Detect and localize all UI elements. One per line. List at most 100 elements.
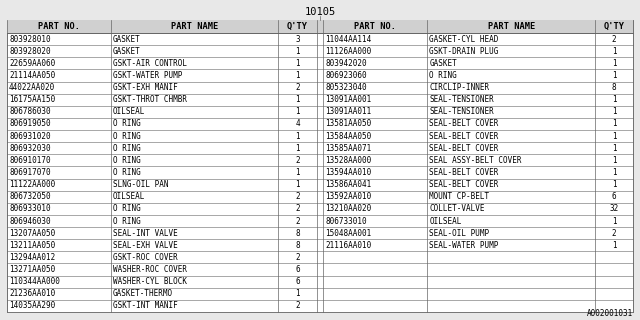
Text: PART NAME: PART NAME	[171, 22, 218, 31]
Text: PART NO.: PART NO.	[38, 22, 80, 31]
Text: 1: 1	[295, 144, 300, 153]
Text: 14035AA290: 14035AA290	[9, 301, 55, 310]
Text: O RING: O RING	[113, 204, 141, 213]
Text: 2: 2	[295, 301, 300, 310]
Text: 1: 1	[612, 71, 616, 80]
Text: PART NAME: PART NAME	[488, 22, 535, 31]
Text: SEAL-TENSIONER: SEAL-TENSIONER	[429, 107, 494, 116]
Text: 806923060: 806923060	[326, 71, 367, 80]
Text: 806733010: 806733010	[326, 217, 367, 226]
Text: 13594AA010: 13594AA010	[326, 168, 372, 177]
Text: O RING: O RING	[113, 132, 141, 140]
Text: 1: 1	[612, 168, 616, 177]
Text: GSKT-INT MANIF: GSKT-INT MANIF	[113, 301, 178, 310]
Text: 13091AA001: 13091AA001	[326, 95, 372, 104]
Text: OILSEAL: OILSEAL	[113, 192, 145, 201]
Text: OILSEAL: OILSEAL	[113, 107, 145, 116]
Text: 806732050: 806732050	[9, 192, 51, 201]
Text: PART NO.: PART NO.	[355, 22, 396, 31]
Text: 11126AA000: 11126AA000	[326, 47, 372, 56]
Text: 22659AA060: 22659AA060	[9, 59, 55, 68]
Text: O RING: O RING	[429, 71, 457, 80]
Text: 11044AA114: 11044AA114	[326, 35, 372, 44]
Text: SEAL-EXH VALVE: SEAL-EXH VALVE	[113, 241, 178, 250]
Text: 1: 1	[295, 95, 300, 104]
Text: 1: 1	[612, 241, 616, 250]
Text: 13091AA011: 13091AA011	[326, 107, 372, 116]
Text: 806932030: 806932030	[9, 144, 51, 153]
Text: CIRCLIP-INNER: CIRCLIP-INNER	[429, 83, 490, 92]
Text: O RING: O RING	[113, 217, 141, 226]
Text: 806910170: 806910170	[9, 156, 51, 165]
Text: 13584AA050: 13584AA050	[326, 132, 372, 140]
Text: 805323040: 805323040	[326, 83, 367, 92]
Text: O RING: O RING	[113, 119, 141, 128]
Text: 11122AA000: 11122AA000	[9, 180, 55, 189]
Text: Q'TY: Q'TY	[287, 22, 308, 31]
Text: 1: 1	[612, 144, 616, 153]
Bar	[7, 20, 633, 33]
Text: GASKET-CYL HEAD: GASKET-CYL HEAD	[429, 35, 499, 44]
Text: GASKET: GASKET	[429, 59, 457, 68]
Text: 2: 2	[295, 217, 300, 226]
Text: SEAL-OIL PUMP: SEAL-OIL PUMP	[429, 229, 490, 238]
Text: GASKET: GASKET	[113, 35, 141, 44]
Text: A002001031: A002001031	[587, 309, 633, 318]
Text: 13528AA000: 13528AA000	[326, 156, 372, 165]
Text: GSKT-WATER PUMP: GSKT-WATER PUMP	[113, 71, 182, 80]
Text: 32: 32	[609, 204, 619, 213]
Text: 1: 1	[295, 168, 300, 177]
Text: OILSEAL: OILSEAL	[429, 217, 462, 226]
Text: GSKT-ROC COVER: GSKT-ROC COVER	[113, 253, 178, 262]
Text: 2: 2	[612, 35, 616, 44]
Text: SEAL-INT VALVE: SEAL-INT VALVE	[113, 229, 178, 238]
Text: 110344AA000: 110344AA000	[9, 277, 60, 286]
Text: 2: 2	[295, 156, 300, 165]
Text: 1: 1	[295, 180, 300, 189]
Text: 2: 2	[295, 253, 300, 262]
Text: 1: 1	[612, 119, 616, 128]
Text: GSKT-DRAIN PLUG: GSKT-DRAIN PLUG	[429, 47, 499, 56]
Text: WASHER-ROC COVER: WASHER-ROC COVER	[113, 265, 187, 274]
Text: SEAL-BELT COVER: SEAL-BELT COVER	[429, 119, 499, 128]
Text: SEAL-BELT COVER: SEAL-BELT COVER	[429, 180, 499, 189]
Text: 1: 1	[612, 217, 616, 226]
Text: Q'TY: Q'TY	[604, 22, 625, 31]
Text: 1: 1	[295, 289, 300, 298]
Text: 806933010: 806933010	[9, 204, 51, 213]
Text: 6: 6	[295, 265, 300, 274]
Text: WASHER-CYL BLOCK: WASHER-CYL BLOCK	[113, 277, 187, 286]
Text: SLNG-OIL PAN: SLNG-OIL PAN	[113, 180, 168, 189]
Text: 806786030: 806786030	[9, 107, 51, 116]
Text: 803928020: 803928020	[9, 47, 51, 56]
Text: SEAL-BELT COVER: SEAL-BELT COVER	[429, 168, 499, 177]
Text: 13294AA012: 13294AA012	[9, 253, 55, 262]
Text: O RING: O RING	[113, 168, 141, 177]
Text: 4: 4	[295, 119, 300, 128]
Text: 1: 1	[295, 71, 300, 80]
Text: 806917070: 806917070	[9, 168, 51, 177]
Text: 1: 1	[295, 107, 300, 116]
Text: 8: 8	[295, 229, 300, 238]
Text: GASKET-THERMO: GASKET-THERMO	[113, 289, 173, 298]
Text: 13207AA050: 13207AA050	[9, 229, 55, 238]
Text: 803942020: 803942020	[326, 59, 367, 68]
Text: 3: 3	[295, 35, 300, 44]
Text: SEAL ASSY-BELT COVER: SEAL ASSY-BELT COVER	[429, 156, 522, 165]
Text: 2: 2	[295, 204, 300, 213]
Text: 6: 6	[295, 277, 300, 286]
Text: 13211AA050: 13211AA050	[9, 241, 55, 250]
Text: 6: 6	[612, 192, 616, 201]
Text: 44022AA020: 44022AA020	[9, 83, 55, 92]
Text: 806946030: 806946030	[9, 217, 51, 226]
Text: 1: 1	[612, 132, 616, 140]
Text: 1: 1	[612, 156, 616, 165]
Text: 13585AA071: 13585AA071	[326, 144, 372, 153]
Text: 1: 1	[612, 59, 616, 68]
Text: SEAL-WATER PUMP: SEAL-WATER PUMP	[429, 241, 499, 250]
Text: O RING: O RING	[113, 144, 141, 153]
Text: 13210AA020: 13210AA020	[326, 204, 372, 213]
Text: GSKT-AIR CONTROL: GSKT-AIR CONTROL	[113, 59, 187, 68]
Text: 8: 8	[295, 241, 300, 250]
Text: COLLET-VALVE: COLLET-VALVE	[429, 204, 485, 213]
